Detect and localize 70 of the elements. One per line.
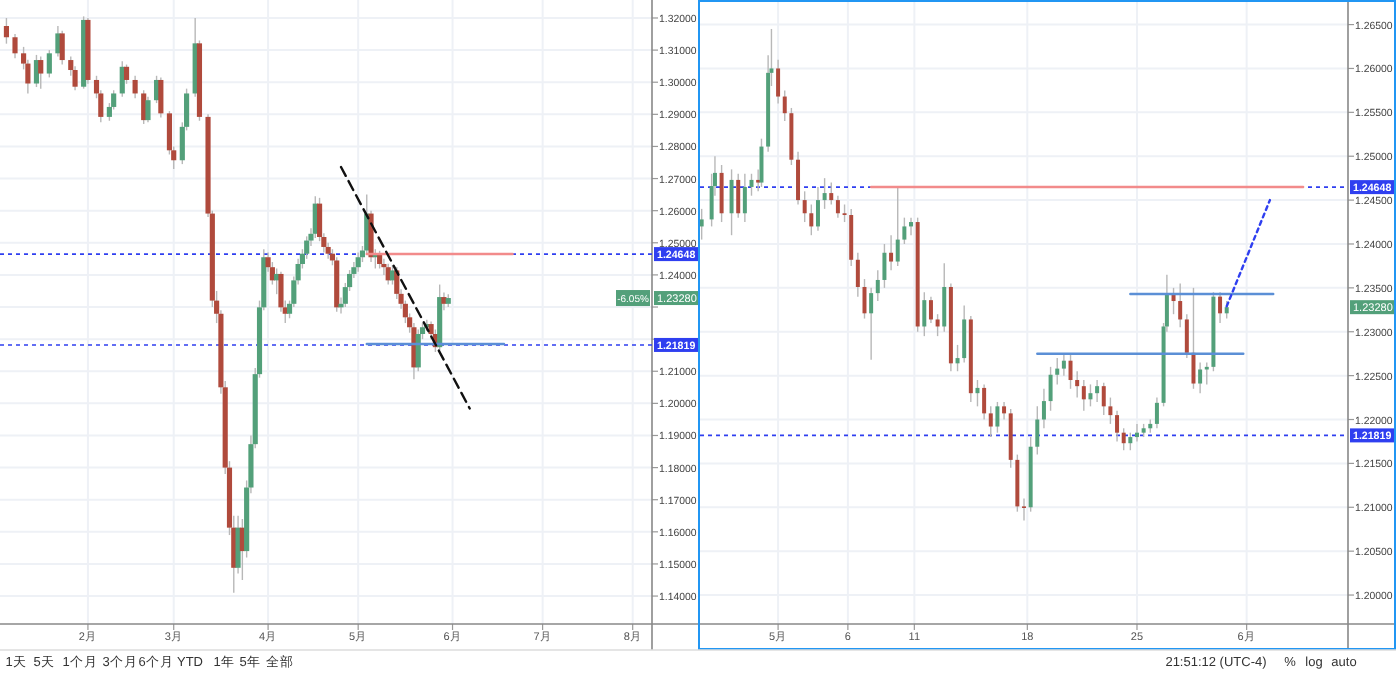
candlestick [875, 269, 880, 302]
candlestick [1115, 410, 1120, 443]
candlestick [46, 49, 52, 79]
candlestick [55, 25, 61, 58]
candlestick [38, 55, 44, 90]
candlestick [988, 405, 993, 438]
candlestick [12, 33, 18, 59]
candlestick [942, 262, 947, 333]
candlestick [1134, 423, 1139, 443]
candlestick [1191, 287, 1196, 390]
candlestick [869, 287, 874, 361]
candlestick [1088, 383, 1093, 408]
candlestick [72, 65, 78, 91]
candlestick [1055, 357, 1060, 386]
candlestick [902, 216, 907, 245]
candlestick [815, 186, 820, 232]
candlestick [802, 190, 807, 223]
candlestick [796, 151, 801, 206]
candlestick [1048, 366, 1053, 412]
candlestick [1121, 427, 1126, 451]
candlestick [158, 76, 164, 119]
candlestick [789, 107, 794, 166]
candlestick [1095, 379, 1100, 403]
candlestick [736, 173, 741, 219]
candlestick [1108, 396, 1113, 425]
candlestick [1041, 388, 1046, 429]
candlestick [719, 164, 724, 223]
candlestick [1218, 291, 1223, 324]
candlestick [1008, 408, 1013, 469]
candlestick [1154, 396, 1159, 429]
candlestick [849, 208, 854, 267]
candlestick [1068, 352, 1073, 390]
candlestick [415, 328, 421, 372]
candlestick [895, 185, 900, 267]
candlestick [729, 168, 734, 236]
candlestick [334, 256, 340, 313]
candlestick [355, 251, 361, 273]
candlestick [1101, 381, 1106, 416]
candlestick [822, 177, 827, 210]
candlestick [1022, 497, 1026, 522]
candlestick [1081, 379, 1086, 412]
candlestick [759, 137, 764, 188]
candlestick [982, 383, 987, 421]
candlestick [922, 291, 927, 337]
candlestick [882, 243, 887, 289]
candlestick [742, 173, 747, 223]
candlestick [889, 234, 894, 272]
candlestick [749, 173, 754, 197]
candlestick [962, 304, 967, 364]
candlestick [776, 58, 781, 105]
candlestick [935, 313, 940, 337]
candlestick [145, 95, 151, 124]
candlestick [1035, 405, 1040, 456]
candlestick [132, 75, 138, 99]
candlestick [782, 89, 787, 122]
candlestick [1178, 282, 1183, 329]
candlestick [1015, 453, 1020, 513]
candlestick [975, 379, 980, 408]
candlestick [699, 208, 704, 241]
candlestick [809, 203, 814, 236]
candlestick [1198, 361, 1203, 394]
candlestick [304, 235, 310, 260]
candlestick [928, 295, 933, 324]
candlestick [1061, 352, 1066, 377]
candlestick [995, 401, 1000, 434]
candlestick [59, 30, 65, 66]
candlestick [835, 195, 840, 219]
candlestick [909, 216, 914, 236]
candlestick [3, 17, 10, 45]
candlestick [829, 181, 834, 206]
